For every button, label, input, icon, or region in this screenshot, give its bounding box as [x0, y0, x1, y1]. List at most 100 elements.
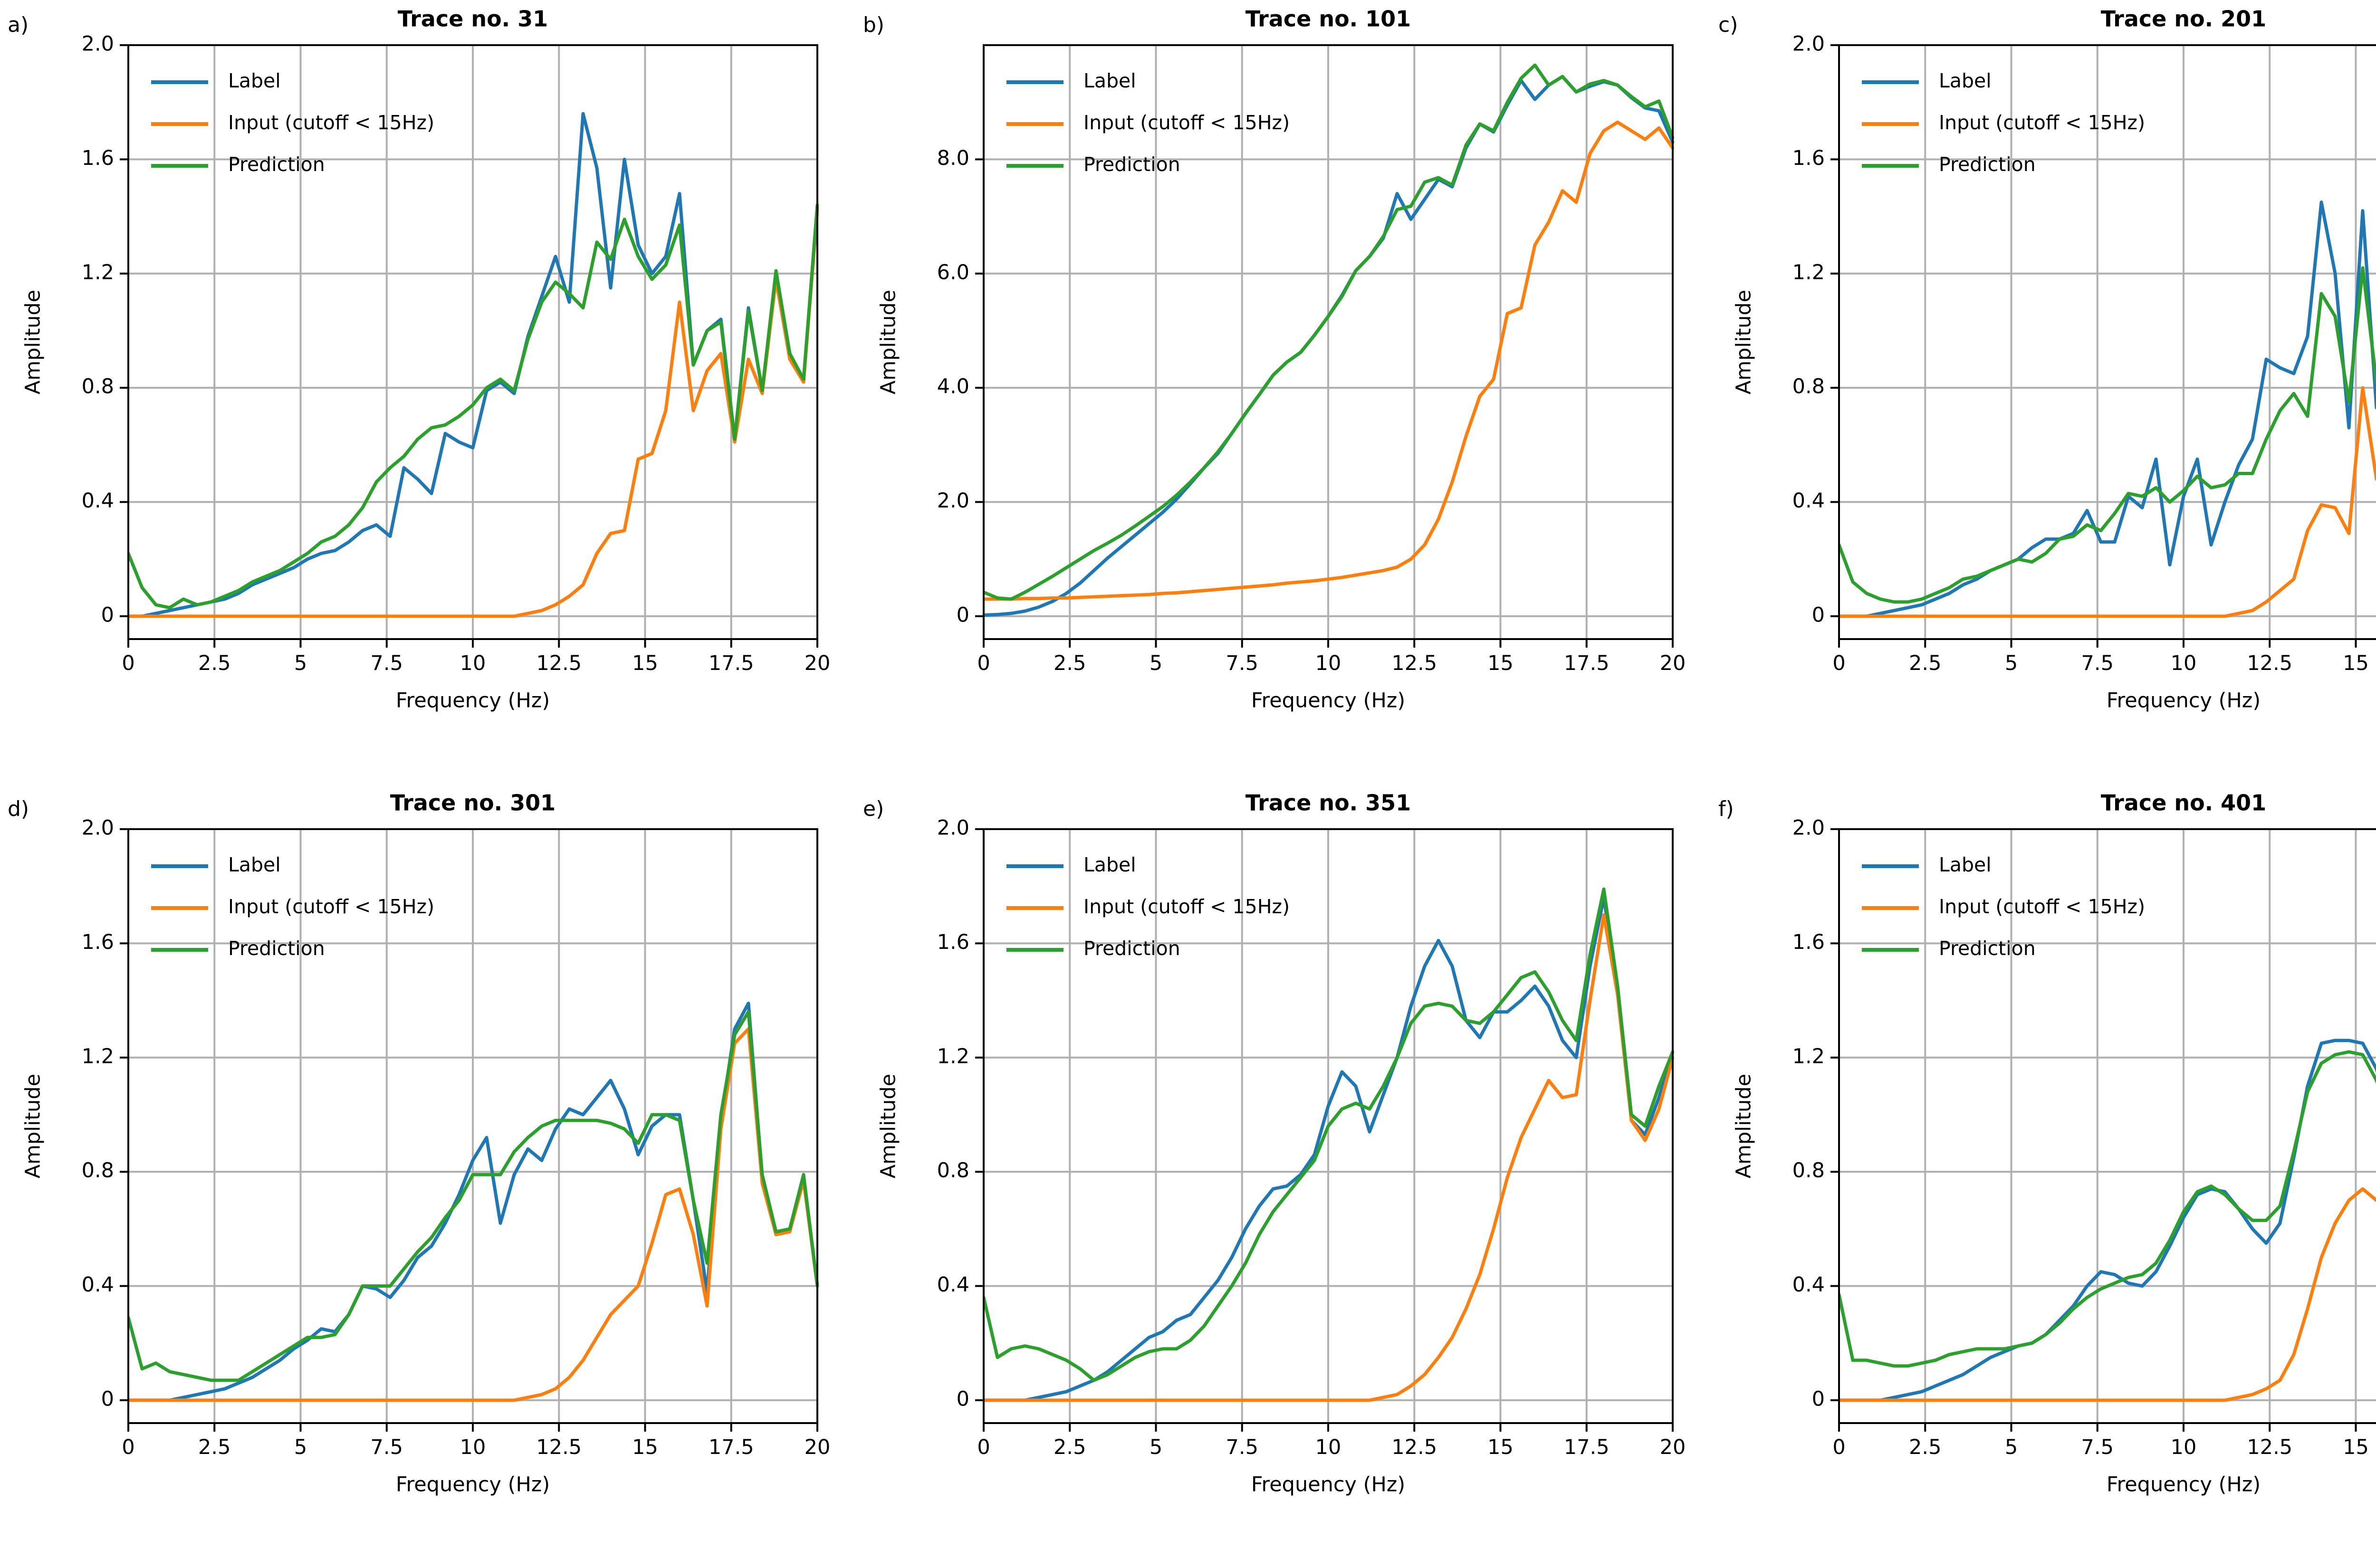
legend-entry[interactable]: Prediction: [151, 937, 325, 960]
x-tick-label: 0: [977, 651, 990, 675]
y-axis-label: Amplitude: [877, 1074, 901, 1178]
x-tick-label: 2.5: [198, 651, 230, 675]
legend-entry[interactable]: Label: [1006, 853, 1136, 876]
y-tick-label: 0.8: [1792, 1159, 1825, 1183]
legend-label: Prediction: [1939, 937, 2036, 960]
y-tick-label: 0.4: [82, 489, 114, 513]
y-tick-label: 0: [957, 1387, 969, 1411]
legend-entry[interactable]: Prediction: [1862, 937, 2036, 960]
plot-clip-right: [819, 0, 855, 784]
x-tick-label: 20: [805, 651, 831, 675]
series-line-prediction: [126, 1010, 819, 1382]
series-line-prediction: [982, 63, 1675, 601]
x-axis-label: Frequency (Hz): [396, 1473, 550, 1497]
series-line-input: [126, 1027, 819, 1402]
x-tick-label: 7.5: [371, 1435, 403, 1459]
x-tick-label: 17.5: [1564, 651, 1610, 675]
y-tick-label: 2.0: [937, 816, 969, 840]
x-tick-label: 12.5: [2247, 651, 2292, 675]
series-line-input: [1837, 386, 2376, 618]
y-tick-label: 1.6: [1792, 930, 1825, 954]
x-tick-label: 10: [2171, 1435, 2197, 1459]
series-line-label: [1837, 201, 2376, 618]
panel-letter: f): [1718, 797, 1734, 821]
legend-entry[interactable]: Input (cutoff < 15Hz): [151, 111, 434, 134]
legend-entry[interactable]: Prediction: [1862, 153, 2036, 176]
y-tick-label: 2.0: [1792, 816, 1825, 840]
series-line-prediction: [126, 203, 819, 610]
legend-entry[interactable]: Prediction: [1006, 153, 1180, 176]
plot-clip-left: [1711, 0, 1839, 784]
x-tick-label: 17.5: [1564, 1435, 1610, 1459]
x-tick-label: 5: [1150, 1435, 1162, 1459]
x-tick-label: 7.5: [1226, 1435, 1258, 1459]
x-axis-label: Frequency (Hz): [396, 689, 550, 713]
y-tick-label: 0.4: [1792, 489, 1825, 513]
legend-entry[interactable]: Label: [151, 69, 281, 92]
y-tick-label: 1.6: [937, 930, 969, 954]
chart-svg: 0 2.5 5 7.5 10 12.5 15 17.5 20 0 2.0 4.0 6.0 8.0 Trace…: [855, 0, 1711, 784]
legend-entry[interactable]: Label: [1006, 69, 1136, 92]
x-axis-label: Frequency (Hz): [2107, 689, 2261, 713]
legend-label: Input (cutoff < 15Hz): [1939, 111, 2145, 134]
y-tick-label: 0.8: [82, 1159, 114, 1183]
y-tick-label: 1.2: [1792, 260, 1825, 284]
legend-entry[interactable]: Input (cutoff < 15Hz): [1006, 895, 1290, 918]
plot-clip-bottom: [855, 1425, 1711, 1568]
y-tick-label: 0: [101, 603, 114, 627]
x-tick-label: 2.5: [1909, 651, 1941, 675]
legend-label: Input (cutoff < 15Hz): [228, 111, 434, 134]
legend-label: Prediction: [1083, 937, 1180, 960]
legend-label: Label: [1939, 69, 1992, 92]
x-tick-label: 15: [632, 651, 658, 675]
y-tick-label: 4.0: [937, 375, 969, 399]
y-tick-label: 2.0: [937, 489, 969, 513]
x-tick-label: 2.5: [1054, 651, 1086, 675]
legend-entry[interactable]: Input (cutoff < 15Hz): [1862, 895, 2145, 918]
chart-panel: 02.557.51012.51517.52000.40.81.21.62.0Tr…: [1711, 784, 2376, 1568]
legend-entry[interactable]: Input (cutoff < 15Hz): [151, 895, 434, 918]
x-tick-label: 15: [2343, 651, 2369, 675]
x-tick-label: 0: [1832, 651, 1845, 675]
series-line-prediction: [1837, 1050, 2376, 1368]
series-line-input: [126, 209, 819, 618]
legend-entry[interactable]: Input (cutoff < 15Hz): [1862, 111, 2145, 134]
legend-entry[interactable]: Input (cutoff < 15Hz): [1006, 111, 1290, 134]
panel-title: Trace no. 401: [2101, 790, 2266, 816]
y-tick-label: 1.2: [937, 1044, 969, 1068]
chart-panel: 0 2.5 5 7.5 10 12.5 15 17.5 20 0 2.0 4.0 6.0 8.0 Trace…: [855, 0, 1711, 784]
legend-label: Label: [1939, 853, 1992, 876]
panel-letter: b): [863, 13, 884, 37]
legend-label: Label: [1083, 69, 1136, 92]
panel-title: Trace no. 201: [2101, 6, 2266, 32]
x-tick-label: 15: [2343, 1435, 2369, 1459]
x-tick-label: 17.5: [709, 1435, 754, 1459]
legend-entry[interactable]: Label: [1862, 69, 1992, 92]
y-tick-label: 1.6: [1792, 146, 1825, 170]
x-tick-label: 10: [1315, 651, 1341, 675]
chart-svg: 02.557.51012.51517.52000.40.81.21.62.0Tr…: [1711, 784, 2376, 1568]
y-tick-label: 8.0: [937, 146, 969, 170]
x-tick-label: 7.5: [371, 651, 403, 675]
plot-clip-right: [819, 784, 855, 1568]
legend-entry[interactable]: Label: [151, 853, 281, 876]
chart-svg: 02.557.51012.51517.52000.40.81.21.62.0Tr…: [1711, 0, 2376, 784]
series-line-prediction: [982, 887, 1675, 1382]
x-tick-label: 7.5: [1226, 651, 1258, 675]
plot-clip-top: [0, 784, 855, 829]
legend-entry[interactable]: Prediction: [1006, 937, 1180, 960]
legend-entry[interactable]: Prediction: [151, 153, 325, 176]
plot-clip-left: [1711, 784, 1839, 1568]
legend-label: Input (cutoff < 15Hz): [1939, 895, 2145, 918]
x-tick-label: 2.5: [1054, 1435, 1086, 1459]
x-tick-label: 5: [1150, 651, 1162, 675]
chart-panel: 02.557.51012.51517.52000.40.81.21.62.0Tr…: [1711, 0, 2376, 784]
legend-label: Prediction: [1939, 153, 2036, 176]
legend-entry[interactable]: Label: [1862, 853, 1992, 876]
x-tick-label: 5: [294, 1435, 307, 1459]
plot-clip-left: [0, 784, 128, 1568]
